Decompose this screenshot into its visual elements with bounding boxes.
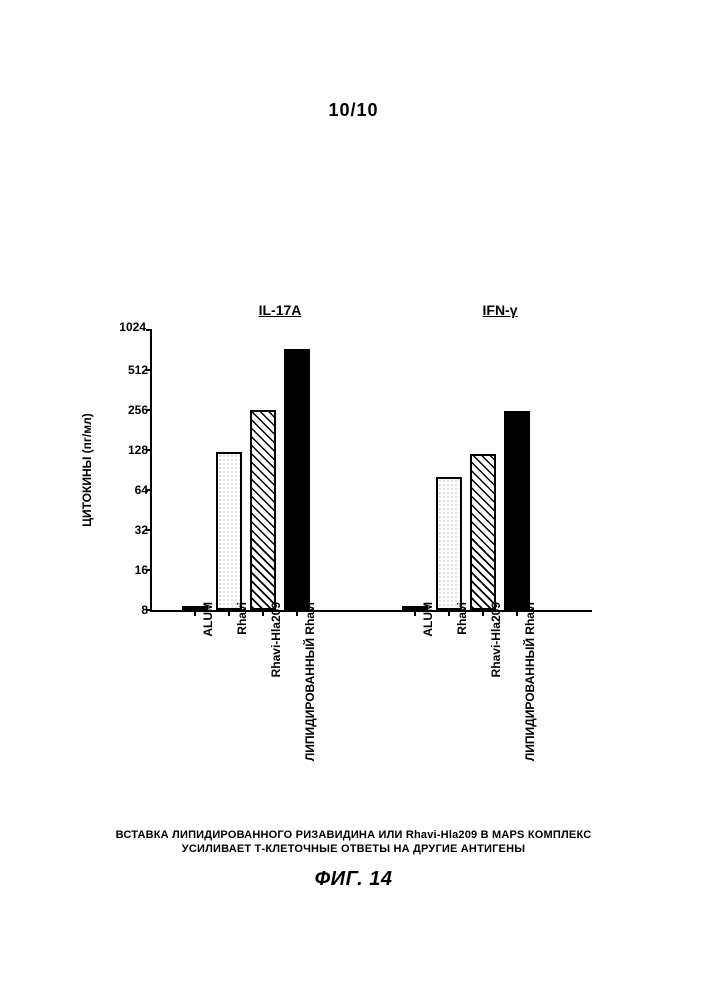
bar-chart: IL-17A IFN-γ 1024 ЦИТОКИНЫ (пг/мл) 81632… bbox=[150, 330, 590, 710]
y-tick-label: 512 bbox=[110, 363, 148, 377]
y-tick-mark bbox=[146, 329, 152, 331]
bar-category-label: Rhavi bbox=[455, 602, 469, 620]
x-tick-mark bbox=[414, 610, 416, 616]
figure-label: ФИГ. 14 bbox=[0, 868, 707, 891]
bar bbox=[470, 454, 496, 610]
bar bbox=[436, 477, 462, 610]
y-tick-label: 8 bbox=[110, 603, 148, 617]
caption-line-2: УСИЛИВАЕТ Т-КЛЕТОЧНЫЕ ОТВЕТЫ НА ДРУГИЕ А… bbox=[182, 843, 525, 855]
x-tick-mark bbox=[262, 610, 264, 616]
y-tick-label: 16 bbox=[110, 563, 148, 577]
x-tick-mark bbox=[448, 610, 450, 616]
x-tick-mark bbox=[296, 610, 298, 616]
plot-area: 8163264128256512ALUMRhaviRhavi-Hla209ЛИП… bbox=[150, 330, 592, 612]
page: 10/10 IL-17A IFN-γ 1024 ЦИТОКИНЫ (пг/мл)… bbox=[0, 0, 707, 1000]
page-number: 10/10 bbox=[0, 100, 707, 121]
bar bbox=[504, 411, 530, 610]
bar-category-label: ALUM bbox=[201, 602, 215, 620]
y-axis-label: ЦИТОКИНЫ (пг/мл) bbox=[80, 330, 100, 610]
panel-title-ifng: IFN-γ bbox=[460, 302, 540, 318]
figure-caption: ВСТАВКА ЛИПИДИРОВАННОГО РИЗАВИДИНА ИЛИ R… bbox=[0, 828, 707, 857]
bar-category-label: ЛИПИДИРОВАННЫЙ Rhavi bbox=[303, 602, 317, 620]
panel-title-il17a: IL-17A bbox=[240, 302, 320, 318]
bar bbox=[250, 410, 276, 610]
panel-titles: IL-17A IFN-γ bbox=[150, 302, 590, 326]
bar-category-label: ЛИПИДИРОВАННЫЙ Rhavi bbox=[523, 602, 537, 620]
y-tick-label: 32 bbox=[110, 523, 148, 537]
y-tick-label: 64 bbox=[110, 483, 148, 497]
bar-category-label: ALUM bbox=[421, 602, 435, 620]
y-axis-max-label: 1024 bbox=[108, 320, 146, 334]
bar-category-label: Rhavi-Hla209 bbox=[489, 602, 503, 620]
x-tick-mark bbox=[194, 610, 196, 616]
y-tick-label: 256 bbox=[110, 403, 148, 417]
bar-category-label: Rhavi bbox=[235, 602, 249, 620]
bar bbox=[216, 452, 242, 610]
x-tick-mark bbox=[482, 610, 484, 616]
x-tick-mark bbox=[516, 610, 518, 616]
caption-line-1: ВСТАВКА ЛИПИДИРОВАННОГО РИЗАВИДИНА ИЛИ R… bbox=[116, 829, 592, 841]
x-tick-mark bbox=[228, 610, 230, 616]
bar bbox=[284, 349, 310, 610]
bar-category-label: Rhavi-Hla209 bbox=[269, 602, 283, 620]
y-tick-label: 128 bbox=[110, 443, 148, 457]
